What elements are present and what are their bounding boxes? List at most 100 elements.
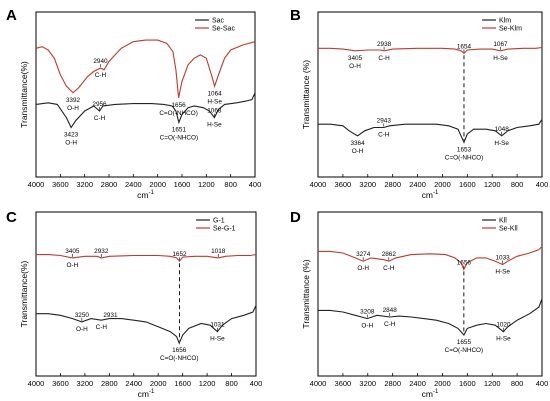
peak-annotation: O-H	[67, 105, 79, 112]
legend-entry: Se-Klm	[499, 26, 522, 33]
series-line-se-klm	[318, 46, 543, 55]
plot-frame	[317, 211, 543, 377]
x-axis-label: cm-1	[137, 190, 154, 200]
series-line-se-g-1	[36, 254, 257, 263]
peak-annotation: 2938	[377, 41, 392, 48]
x-tick-label: 2400	[125, 180, 142, 189]
panel-label: B	[290, 7, 301, 24]
x-axis-label-sup: -1	[149, 190, 155, 196]
peak-annotation: 1651	[172, 127, 187, 134]
peak-annotation: 1652	[172, 251, 187, 258]
x-tick-label: 3600	[52, 180, 69, 189]
panel-c: C 4000 3600 3200 2800 2400 2000 1600 1200 800 400 c…	[6, 209, 262, 399]
x-tick-label: 2400	[409, 379, 426, 388]
peak-annotation: 1656	[172, 347, 187, 354]
peak-annotation: 1067	[493, 41, 508, 48]
peak-annotation: O-H	[76, 326, 88, 333]
peak-annotation: 2943	[377, 118, 392, 125]
peak-annotation: C=O(-NHCO)	[445, 154, 484, 161]
plot-frame	[35, 211, 257, 377]
panel-b: B 4000 3600 3200 2800 2400 2000 1600 1200 800 400 c…	[290, 7, 548, 200]
peak-annotation: C=O(-NHCO)	[159, 110, 198, 117]
x-tick-label: 1200	[198, 180, 215, 189]
peak-annotation: C-H	[95, 72, 107, 79]
peak-annotation: C-H	[378, 132, 390, 139]
x-tick-label: 2400	[409, 180, 426, 189]
peak-annotation: 1064	[207, 90, 222, 97]
peak-annotation: O-H	[361, 323, 373, 330]
series-line-g-1	[36, 305, 257, 345]
x-tick-label: 1200	[199, 379, 216, 388]
peak-annotation: H-Se	[493, 55, 508, 62]
legend-entry: Se-G-1	[213, 226, 236, 233]
x-axis-label: cm-1	[138, 389, 155, 399]
x-tick-label: 2000	[150, 379, 167, 388]
x-tick-label: 400	[249, 180, 262, 189]
x-axis-label-sup: -1	[433, 190, 439, 196]
peak-annotation: O-H	[67, 262, 79, 269]
peak-annotation: 3274	[356, 251, 371, 258]
x-tick-label: 400	[536, 379, 549, 388]
panel-a: A 4000 3600 3200 2800 2400 2000 1600 1200 800 400 c…	[6, 7, 261, 200]
legend-entry: Kll	[499, 218, 507, 225]
peak-annotation: 1033	[496, 254, 511, 261]
x-tick-label: 2000	[434, 180, 451, 189]
peak-annotation: 1068	[207, 108, 222, 115]
peak-annotation: C=O(-NHCO)	[160, 355, 199, 362]
series-line-kll	[318, 298, 543, 336]
legend-entry: Sac	[212, 18, 225, 25]
x-tick-label: 800	[224, 180, 237, 189]
panel-d: D 4000 3600 3200 2800 2400 2000 1600 1200 800 400 c…	[290, 209, 548, 399]
x-tick-label: 3600	[52, 379, 69, 388]
legend-entry: G-1	[213, 218, 225, 225]
peak-annotation: 3405	[348, 55, 363, 62]
x-tick-label: 1600	[174, 180, 191, 189]
peak-annotation: 2862	[382, 251, 397, 258]
peak-annotation: 1656	[171, 102, 186, 109]
peak-annotation: H-Se	[207, 98, 222, 105]
x-tick-label: 800	[511, 379, 524, 388]
x-tick-label: 1600	[459, 180, 476, 189]
peak-annotation: 2956	[92, 101, 107, 108]
peak-annotation: H-Se	[495, 268, 510, 275]
peak-annotation: O-H	[65, 140, 77, 147]
x-tick-label: 4000	[28, 180, 45, 189]
x-tick-label: 800	[511, 180, 524, 189]
plot-frame	[317, 11, 543, 178]
peak-annotation: 1655	[457, 339, 472, 346]
x-axis-label: cm-1	[422, 190, 439, 200]
x-tick-label: 1200	[484, 180, 501, 189]
x-tick-label: 2800	[384, 379, 401, 388]
y-axis-label: Transmittance(%)	[19, 61, 29, 128]
peak-annotation: 1656	[457, 259, 472, 266]
x-tick-label: 1600	[174, 379, 191, 388]
peak-annotation: C-H	[96, 324, 108, 331]
x-tick-label: 2400	[125, 379, 142, 388]
peak-annotation: 2931	[103, 312, 118, 319]
peak-annotation: 2940	[93, 58, 108, 65]
peak-annotation: H-Se	[207, 122, 222, 129]
peak-annotation: 3405	[65, 248, 80, 255]
x-tick-label: 4000	[28, 379, 45, 388]
peak-annotation: C=O(-NHCO)	[160, 135, 199, 142]
series-line-sac	[35, 92, 256, 129]
peak-annotation: 1653	[457, 146, 472, 153]
y-axis-label: Transmittance(%)	[19, 260, 29, 327]
x-tick-label: 800	[225, 379, 238, 388]
peak-annotation: O-H	[349, 63, 361, 70]
peak-annotation: C-H	[94, 115, 106, 122]
series-line-se-kll	[318, 246, 543, 271]
x-tick-label: 3600	[335, 180, 352, 189]
plot-frame	[35, 11, 256, 178]
peak-annotation: H-Se	[210, 336, 225, 343]
x-tick-label: 4000	[310, 379, 327, 388]
peak-annotation: 3423	[64, 132, 79, 139]
peak-annotation: C=O(-NHCO)	[445, 347, 484, 354]
panel-label: D	[290, 209, 301, 226]
peak-annotation: 3208	[360, 309, 375, 316]
peak-annotation: C-H	[383, 265, 395, 272]
x-tick-label: 4000	[310, 180, 327, 189]
x-tick-label: 1600	[459, 379, 476, 388]
x-tick-label: 3200	[76, 180, 93, 189]
legend-entry: Klm	[499, 18, 511, 25]
